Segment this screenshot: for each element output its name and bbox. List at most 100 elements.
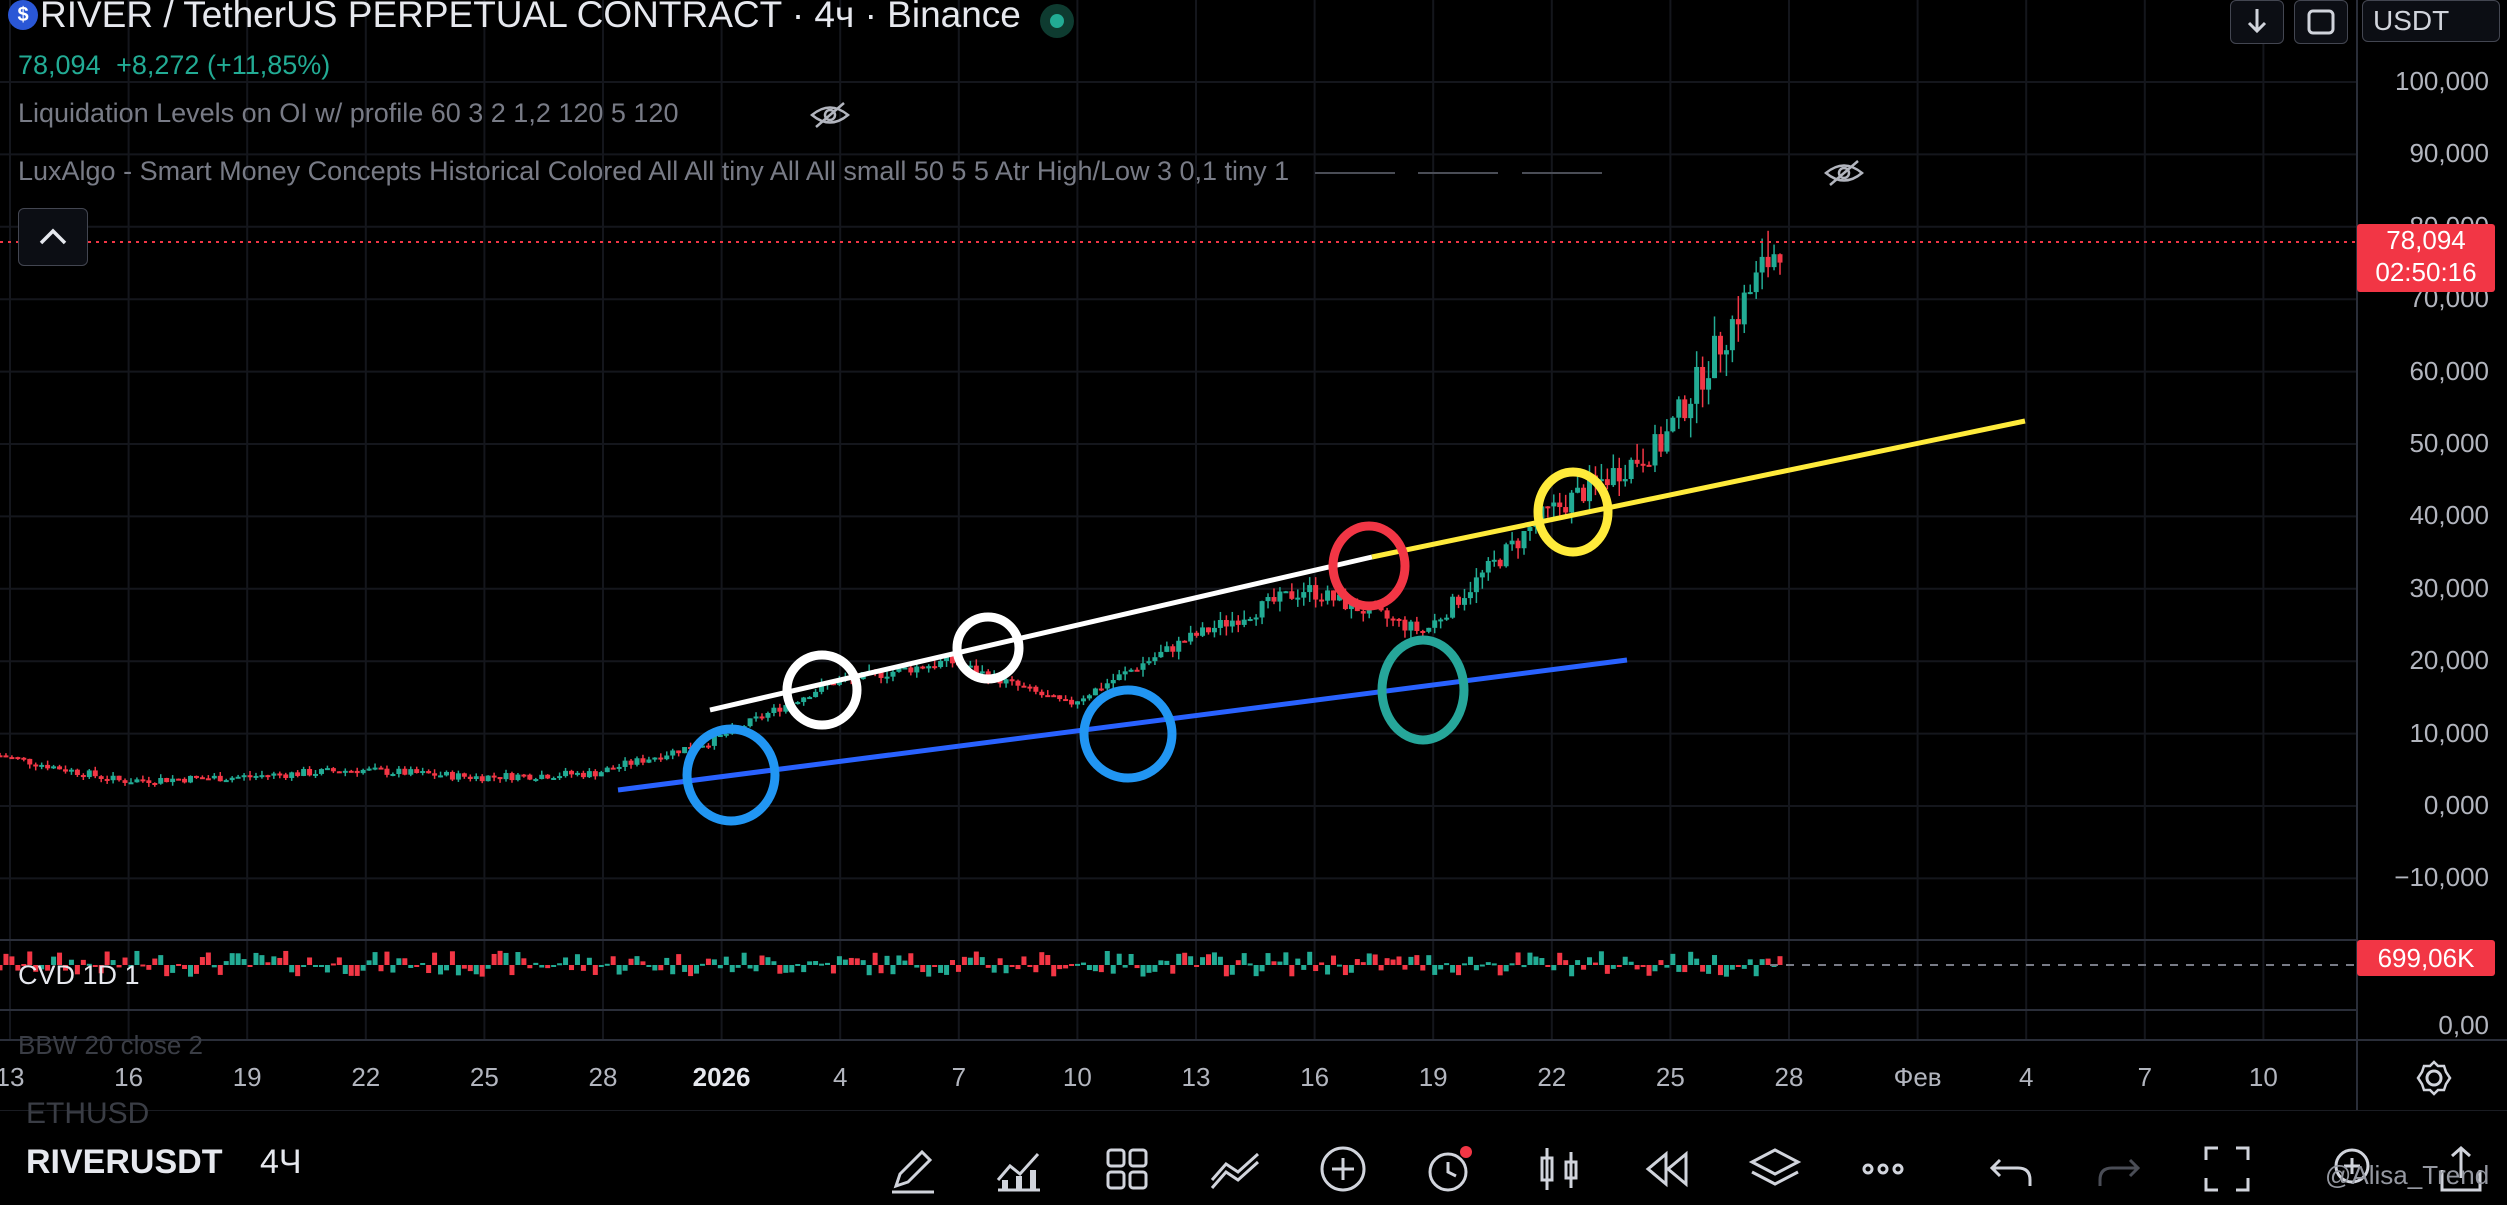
circle-green — [1377, 635, 1469, 745]
candle-body — [533, 779, 539, 782]
cvd-bar — [9, 956, 15, 965]
cvd-bar — [1741, 965, 1747, 969]
collapse-legend-button[interactable] — [18, 208, 88, 266]
symbol-title[interactable]: RIVER / TetherUS PERPETUAL CONTRACT · 4ч… — [40, 0, 1021, 35]
candle-body — [473, 776, 479, 780]
candle-body — [1104, 683, 1110, 689]
cvd-bar — [1021, 956, 1027, 965]
candle-body — [1396, 618, 1402, 621]
timeframe-button[interactable]: 4Ч — [260, 1143, 302, 1181]
alert-clock-icon[interactable] — [1420, 1140, 1478, 1198]
cvd-bar — [985, 965, 991, 968]
candle-body — [527, 774, 533, 780]
hidden-eye-icon[interactable] — [808, 100, 852, 130]
cvd-bar — [1729, 965, 1735, 970]
candle-body — [944, 656, 950, 661]
symbol-button[interactable]: RIVERUSDT — [26, 1143, 223, 1181]
candle-body — [1575, 487, 1581, 493]
draw-pen-icon[interactable] — [884, 1140, 942, 1198]
candle-body — [1771, 254, 1777, 268]
candle-body — [1432, 620, 1438, 628]
cvd-bar — [390, 965, 396, 973]
cvd-bar — [1598, 951, 1604, 965]
candle-body — [1325, 590, 1331, 601]
indicator-luxalgo-smc[interactable]: LuxAlgo - Smart Money Concepts Historica… — [18, 156, 1602, 187]
layers-icon[interactable] — [1746, 1140, 1804, 1198]
cvd-bar — [777, 965, 783, 974]
cvd-bar — [104, 951, 110, 965]
cvd-bar — [896, 955, 902, 965]
candle-body — [926, 666, 932, 669]
price-change: +8,272 (+11,85%) — [116, 50, 331, 80]
candle-body — [569, 770, 575, 775]
cvd-bar — [313, 965, 319, 967]
last-price: 78,094 — [18, 50, 101, 80]
indicators-chart-icon[interactable] — [990, 1140, 1048, 1198]
candle-body — [110, 775, 116, 781]
candle-body — [15, 757, 21, 760]
candle-body — [182, 778, 188, 783]
candle-body — [259, 775, 265, 778]
zoom-plus-icon[interactable] — [2326, 1140, 2384, 1198]
compare-symbol-label[interactable]: ETHUSD — [26, 1097, 150, 1130]
cvd-bar — [1325, 965, 1331, 975]
candle-body — [551, 777, 557, 780]
cvd-bar — [908, 953, 914, 965]
cvd-bar — [890, 965, 896, 975]
cvd-bar — [1586, 957, 1592, 965]
candle-body — [705, 745, 711, 748]
candle-body — [217, 775, 223, 782]
candle-type-icon[interactable] — [1530, 1140, 1588, 1198]
add-plus-icon[interactable] — [1314, 1140, 1372, 1198]
hidden-eye-icon[interactable] — [1822, 158, 1866, 188]
share-icon[interactable] — [2432, 1140, 2490, 1198]
cvd-bar — [1670, 953, 1676, 965]
candle-body — [884, 676, 890, 679]
redo-icon[interactable] — [2090, 1140, 2148, 1198]
sync-button[interactable] — [2294, 0, 2348, 44]
candle-body — [247, 775, 253, 778]
cvd-bar — [491, 953, 497, 965]
candle-body — [235, 776, 241, 779]
candle-body — [676, 750, 682, 754]
candle-body — [1450, 596, 1456, 618]
cvd-bar — [110, 960, 116, 965]
cvd-bar — [819, 963, 825, 966]
download-button[interactable] — [2230, 0, 2284, 44]
indicator-liquidation-levels[interactable]: Liquidation Levels on OI w/ profile 60 3… — [18, 98, 679, 128]
trend-lines-icon[interactable] — [1206, 1140, 1264, 1198]
cvd-bar — [509, 965, 515, 976]
candle-body — [1646, 464, 1652, 467]
cvd-zero-label: 0,00 — [2438, 1010, 2489, 1040]
cvd-bar — [217, 965, 223, 975]
currency-selector[interactable]: USDT — [2362, 0, 2500, 42]
candle-body — [1182, 640, 1188, 643]
candle-body — [1051, 695, 1057, 698]
candle-body — [1676, 399, 1682, 418]
cvd-bar — [1592, 962, 1598, 965]
chart-settings-gear-icon[interactable] — [2414, 1058, 2454, 1098]
candle-body — [408, 769, 414, 775]
replay-rewind-icon[interactable] — [1638, 1140, 1696, 1198]
cvd-bar — [1485, 962, 1491, 965]
candle-body — [723, 733, 729, 736]
fullscreen-icon[interactable] — [2198, 1140, 2256, 1198]
cvd-indicator-label[interactable]: CVD 1D 1 — [18, 960, 140, 990]
candle-body — [1122, 671, 1128, 675]
candle-body — [479, 776, 485, 782]
undo-icon[interactable] — [1982, 1140, 2040, 1198]
last-price-tag-value: 78,094 — [2386, 225, 2466, 255]
cvd-bar — [1223, 965, 1229, 977]
cvd-bar — [1331, 955, 1337, 965]
cvd-bar — [122, 957, 128, 965]
price-tick-label: 20,000 — [2409, 645, 2489, 676]
cvd-bar — [1473, 965, 1479, 971]
candle-body — [1688, 403, 1694, 419]
cvd-bar — [33, 965, 39, 972]
cvd-bar — [872, 952, 878, 965]
layout-grid-icon[interactable] — [1098, 1140, 1156, 1198]
more-options-icon[interactable] — [1854, 1140, 1912, 1198]
bbw-indicator-label[interactable]: BBW 20 close 2 — [18, 1030, 203, 1060]
cvd-bar — [1717, 965, 1723, 976]
